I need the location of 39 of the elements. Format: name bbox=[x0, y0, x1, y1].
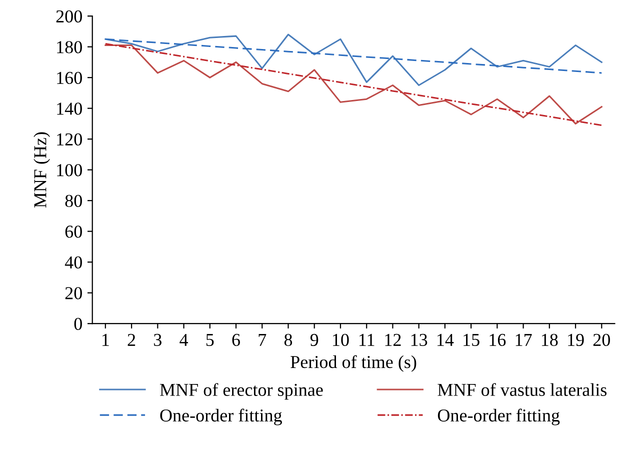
line-series bbox=[104, 38, 602, 74]
x-tick-label: 3 bbox=[154, 334, 162, 346]
y-tick-label: 80 bbox=[65, 194, 82, 208]
legend-label: One-order fitting bbox=[438, 408, 560, 426]
y-tick-label: 0 bbox=[74, 318, 82, 330]
x-tick-label: 20 bbox=[593, 334, 610, 346]
x-tick-label: 12 bbox=[385, 334, 401, 346]
x-tick-label: 6 bbox=[232, 334, 240, 346]
y-tick-label: 180 bbox=[57, 41, 82, 54]
x-tick-label: 11 bbox=[359, 334, 374, 346]
x-tick-label: 16 bbox=[490, 334, 506, 346]
x-tick-label: 14 bbox=[438, 334, 454, 346]
y-tick-label: 20 bbox=[65, 287, 82, 300]
x-tick-label: 8 bbox=[284, 334, 292, 346]
x-tick-label: 18 bbox=[542, 334, 558, 346]
line-series bbox=[104, 34, 602, 86]
x-tick-label: 5 bbox=[206, 334, 214, 346]
x-tick-label: 1 bbox=[102, 334, 109, 346]
x-tick-label: 9 bbox=[310, 334, 318, 346]
y-tick-label: 160 bbox=[57, 72, 82, 84]
x-tick-label: 2 bbox=[128, 334, 136, 346]
y-tick-label: 140 bbox=[57, 102, 82, 115]
x-tick-label: 10 bbox=[333, 334, 349, 346]
x-tick-label: 4 bbox=[180, 334, 188, 346]
x-tick-label: 15 bbox=[464, 334, 480, 346]
y-tick-label: 200 bbox=[56, 10, 82, 23]
x-tick-label: 17 bbox=[516, 334, 532, 346]
y-tick-label: 120 bbox=[57, 133, 82, 146]
y-axis-title: MNF (Hz) bbox=[34, 132, 50, 208]
x-tick-label: 7 bbox=[258, 334, 266, 346]
y-tick-label: 40 bbox=[64, 256, 82, 269]
y-tick-label: 60 bbox=[65, 226, 82, 238]
x-tick-label: 19 bbox=[568, 334, 584, 346]
legend-label: MNF of vastus lateralis bbox=[438, 383, 607, 396]
legend-label: MNF of erector spinae bbox=[160, 383, 323, 400]
x-axis-title: Period of time (s) bbox=[290, 355, 416, 372]
y-tick-label: 100 bbox=[57, 164, 82, 176]
legend-label: One-order fitting bbox=[160, 408, 282, 426]
x-tick-label: 13 bbox=[411, 334, 428, 346]
